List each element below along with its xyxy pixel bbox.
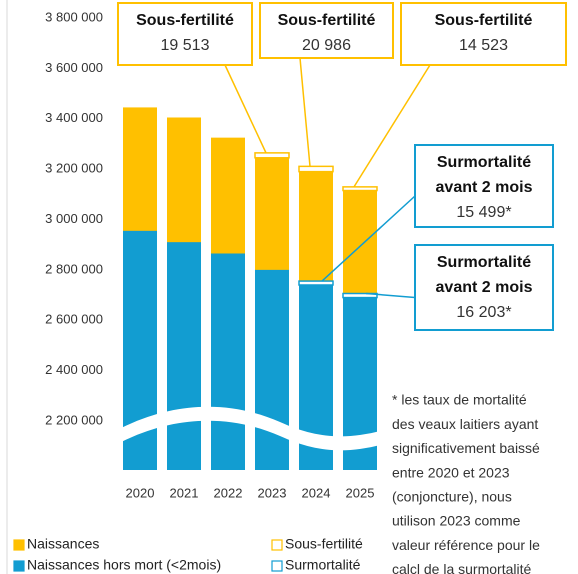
bar-hors-mort [255,269,289,470]
legend-swatch [271,539,283,551]
bar-surmortalite [298,280,334,286]
legend-swatch [13,539,25,551]
bar-sous-fertilite [254,152,290,159]
x-tick-label: 2021 [170,485,199,500]
y-tick-label: 3 600 000 [45,60,103,75]
callout-title: Sous-fertilité [278,12,376,29]
footnote-line: utilison 2023 comme [392,513,521,529]
callout-title: Sous-fertilité [136,12,234,29]
callout-title: Surmortalité [437,154,531,171]
bar-hors-mort [167,242,201,470]
footnote-line: calcl de la surmortalité [392,561,531,574]
y-tick-label: 2 400 000 [45,362,103,377]
footnote-line: (conjoncture), nous [392,489,512,505]
callout-title: avant 2 mois [436,279,533,296]
footnote-line: * les taux de mortalité [392,392,527,408]
legend-swatch [271,560,283,572]
callout-value: 16 203* [456,304,511,321]
x-tick-label: 2020 [126,485,155,500]
callout-box [414,144,554,228]
bar-sous-fertilite [298,165,334,173]
y-tick-label: 3 200 000 [45,161,103,176]
callout-box [259,2,394,59]
callout-box [414,244,554,331]
callout-title: Surmortalité [437,254,531,271]
x-tick-label: 2022 [214,485,243,500]
y-tick-label: 2 200 000 [45,412,103,427]
callout-value: 19 513 [161,37,210,54]
leader-line [299,57,311,167]
y-tick-label: 2 600 000 [45,312,103,327]
axis-break [110,406,392,451]
footnote-line: significativement baissé [392,440,540,456]
legend-label: Sous-fertilité [285,536,363,552]
bar-sous-fertilite [342,186,378,192]
legend-label: Naissances [27,536,99,552]
footnote-line: des veaux laitiers ayant [392,416,538,432]
leader-line [365,292,416,299]
bar-hors-mort [211,253,245,470]
callout-title: avant 2 mois [436,179,533,196]
footnote-line: valeur référence pour le [392,537,540,553]
callout-value: 14 523 [459,37,508,54]
leader-line [224,64,267,154]
legend-swatch [13,560,25,572]
bar-surmortalite [342,292,378,299]
callout-value: 15 499* [456,204,511,221]
x-tick-label: 2023 [258,485,287,500]
y-tick-label: 3 000 000 [45,211,103,226]
callout-value: 20 986 [302,37,351,54]
legend-label: Naissances hors mort (<2mois) [27,557,221,573]
callout-title: Sous-fertilité [435,12,533,29]
y-tick-label: 3 800 000 [45,9,103,24]
footnote-line: entre 2020 et 2023 [392,464,510,480]
x-tick-label: 2025 [346,485,375,500]
x-tick-label: 2024 [302,485,331,500]
y-tick-label: 3 400 000 [45,110,103,125]
legend-label: Surmortalité [285,557,361,573]
leader-line [321,195,416,282]
callout-box [400,2,567,66]
callout-box [117,2,253,66]
y-tick-label: 2 800 000 [45,261,103,276]
leader-line [353,64,431,188]
